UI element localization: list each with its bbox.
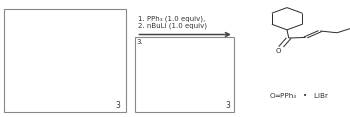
Bar <box>4 9 126 112</box>
Text: 2. nBuLi (1.0 equiv): 2. nBuLi (1.0 equiv) <box>138 23 207 29</box>
Text: 3: 3 <box>226 101 231 110</box>
Text: 3: 3 <box>116 101 121 110</box>
Text: O═PPh₃   •   LiBr: O═PPh₃ • LiBr <box>270 93 328 99</box>
Text: O: O <box>275 48 281 54</box>
Text: 3.: 3. <box>136 39 143 45</box>
Bar <box>135 37 234 112</box>
Text: 1. PPh₃ (1.0 equiv),: 1. PPh₃ (1.0 equiv), <box>138 16 205 22</box>
